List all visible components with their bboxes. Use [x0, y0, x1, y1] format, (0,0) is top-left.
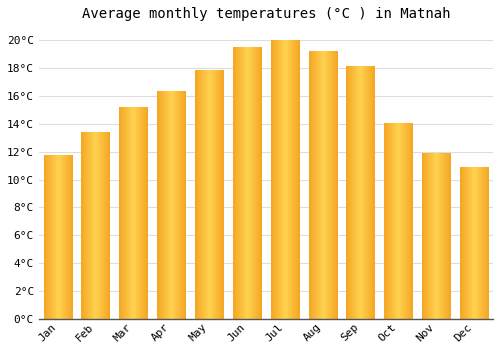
Title: Average monthly temperatures (°C ) in Matnah: Average monthly temperatures (°C ) in Ma…	[82, 7, 450, 21]
